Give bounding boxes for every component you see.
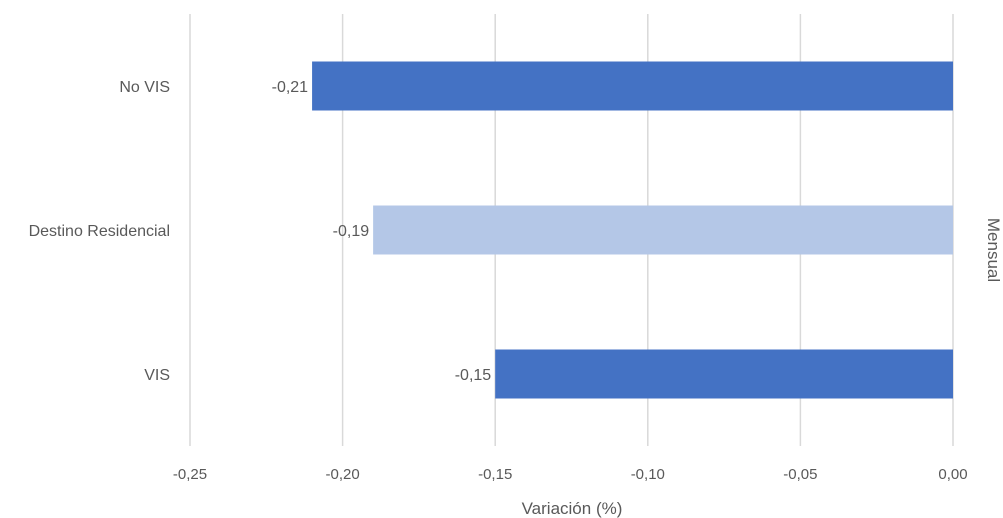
bar bbox=[373, 205, 953, 255]
x-tick-label: -0,15 bbox=[478, 466, 512, 483]
x-tick-label: 0,00 bbox=[938, 466, 967, 483]
bar bbox=[312, 61, 954, 111]
category-label: Destino Residencial bbox=[29, 223, 170, 240]
side-label: Mensual bbox=[984, 218, 1003, 282]
category-label: No VIS bbox=[119, 79, 170, 96]
x-tick-labels: -0,25 -0,20 -0,15 -0,10 -0,05 0,00 bbox=[173, 466, 968, 483]
category-labels: No VIS Destino Residencial VIS bbox=[29, 79, 170, 384]
bars bbox=[312, 61, 954, 399]
data-label: -0,15 bbox=[455, 367, 492, 384]
x-tick-label: -0,20 bbox=[325, 466, 359, 483]
x-tick-label: -0,05 bbox=[783, 466, 817, 483]
data-labels: -0,21 -0,19 -0,15 bbox=[272, 79, 492, 384]
bar bbox=[495, 349, 953, 399]
category-label: VIS bbox=[144, 367, 170, 384]
x-tick-label: -0,10 bbox=[631, 466, 665, 483]
x-tick-label: -0,25 bbox=[173, 466, 207, 483]
data-label: -0,19 bbox=[333, 223, 370, 240]
x-axis-title: Variación (%) bbox=[522, 499, 623, 518]
data-label: -0,21 bbox=[272, 79, 309, 96]
